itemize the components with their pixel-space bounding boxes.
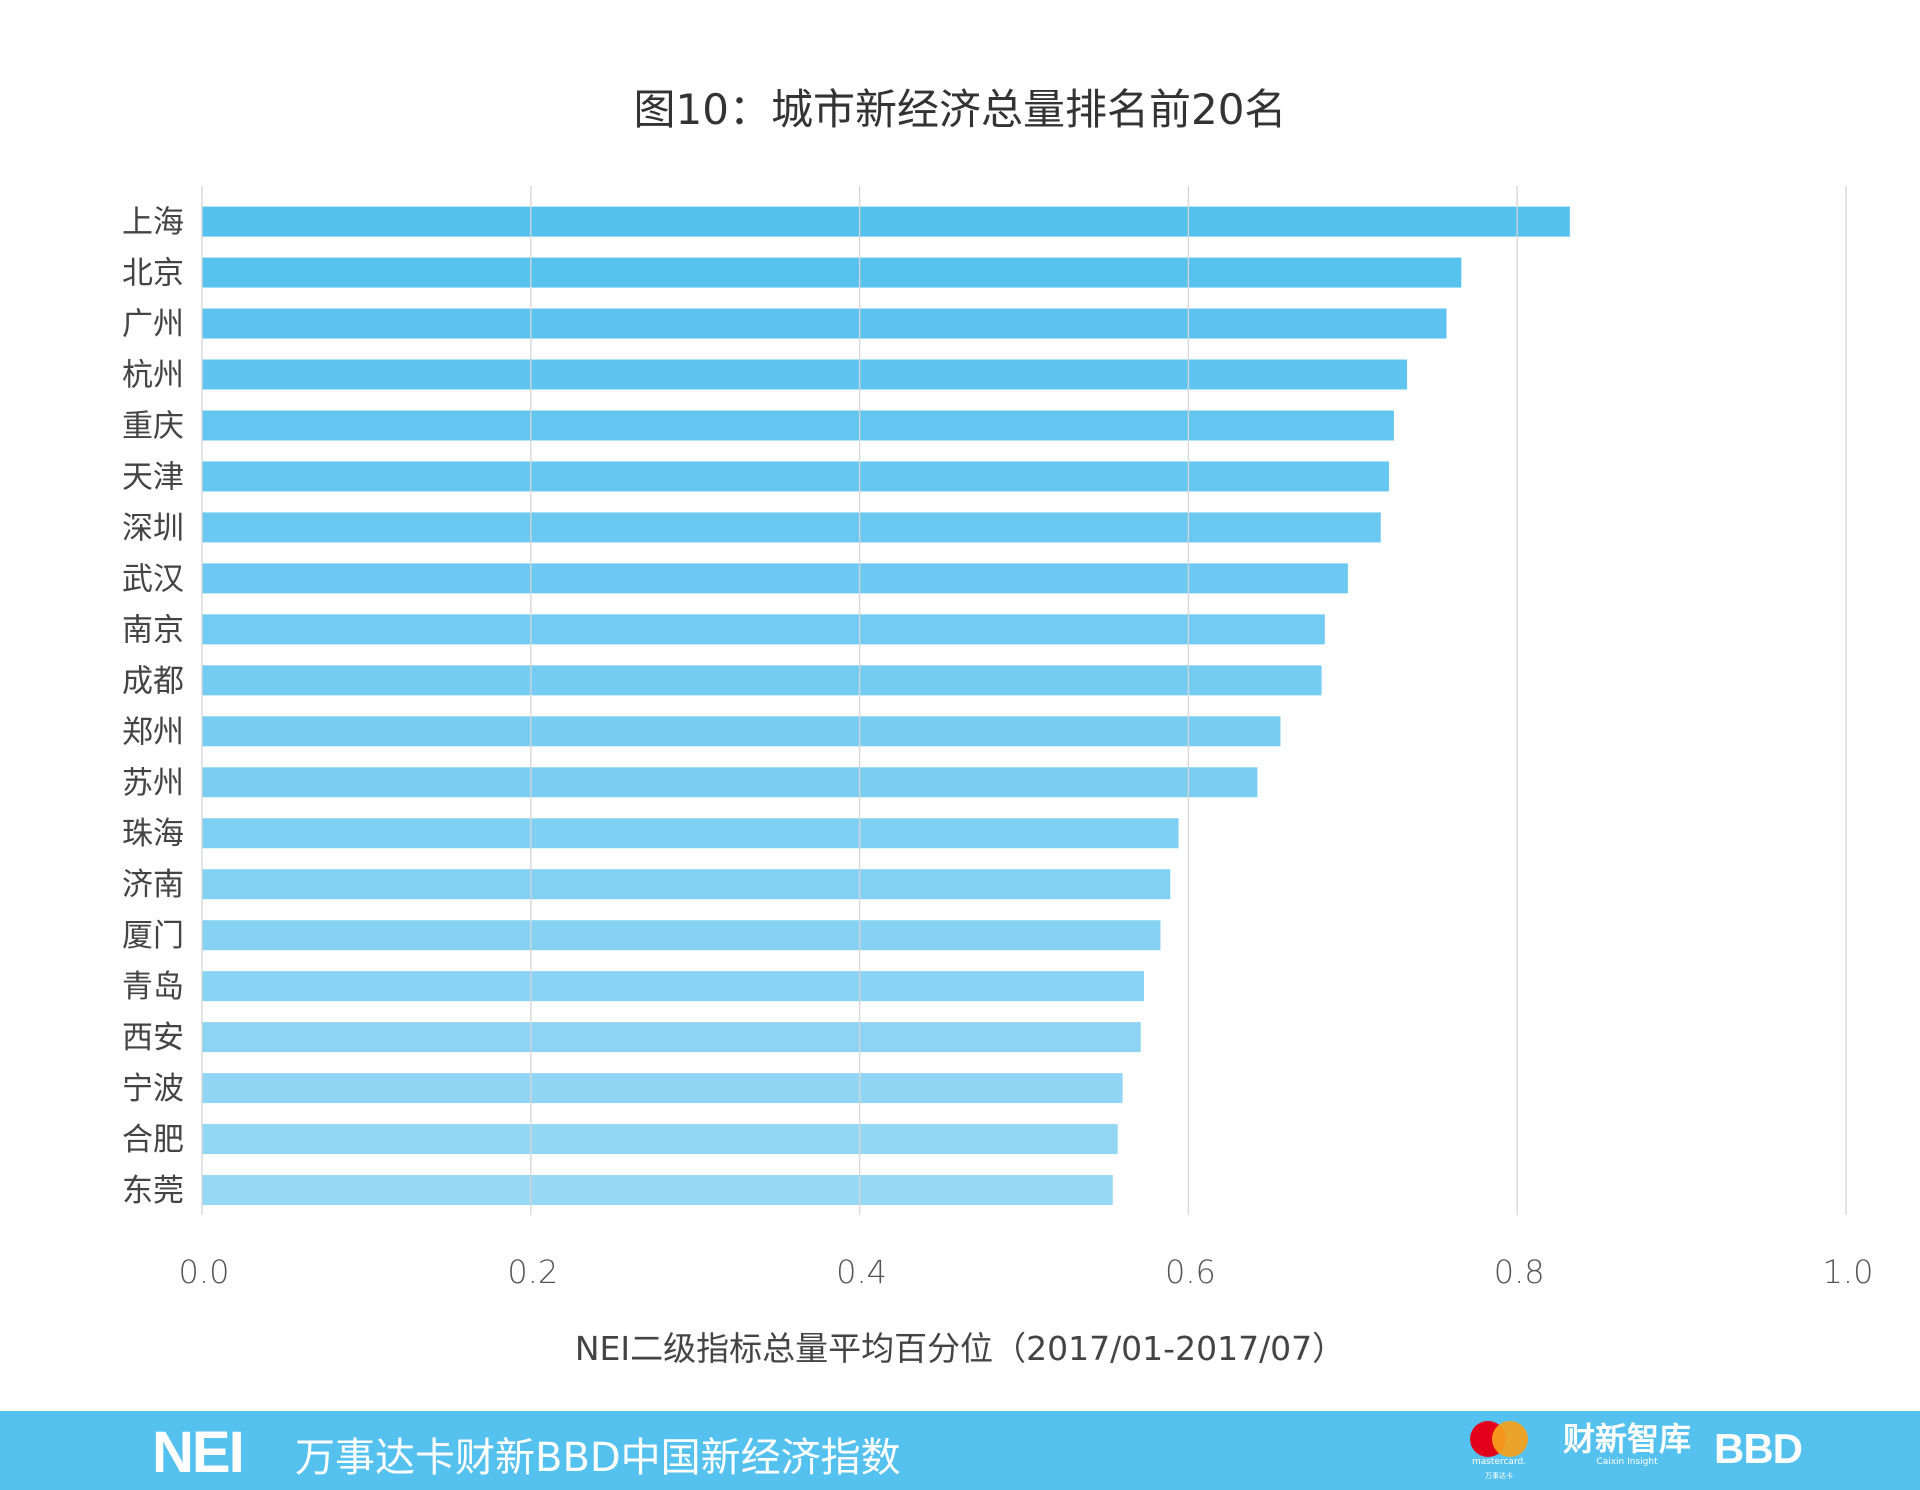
category-label: 杭州 [122,358,184,394]
x-tick-label: 0.8 [1494,1253,1545,1291]
x-axis-label: NEI二级指标总量平均百分位（2017/01-2017/07） [574,1329,1346,1368]
x-tick-label: 0.2 [507,1253,558,1291]
category-label: 南京 [122,612,184,648]
x-tick-label: 0.0 [179,1253,230,1291]
bar [202,461,1389,492]
bar-chart: 上海北京广州杭州重庆天津深圳武汉南京成都郑州苏州珠海济南厦门青岛西安宁波合肥东莞… [122,186,1874,1291]
bar [202,716,1281,747]
bbd-logo: BBD [1714,1425,1803,1472]
x-tick-label: 0.6 [1165,1253,1216,1291]
category-label: 深圳 [122,510,184,546]
category-label: 郑州 [122,714,184,750]
nei-logo: NEI [152,1420,245,1485]
footer-slogan: 万事达卡财新BBD中国新经济指数 [295,1435,901,1481]
category-label: 成都 [122,663,184,699]
chart-title: 图10：城市新经济总量排名前20名 [633,85,1287,134]
bar [202,563,1348,594]
bar [202,1022,1141,1053]
bar [202,1124,1118,1155]
caixin-insight-logo: 财新智库 Caixin Insight [1563,1420,1692,1467]
bar [202,410,1394,441]
category-label: 宁波 [122,1071,184,1107]
bar [202,1175,1113,1206]
bar [202,206,1570,237]
category-label: 西安 [122,1020,184,1056]
category-label: 东莞 [122,1173,184,1209]
category-label: 青岛 [122,969,184,1005]
category-label: 济南 [122,867,184,903]
category-label: 珠海 [122,816,184,852]
category-label: 苏州 [122,765,184,801]
bar [202,818,1179,849]
category-label: 广州 [122,307,184,343]
bar [202,767,1258,798]
category-label: 厦门 [122,918,184,954]
mastercard-logo: mastercard. 万事达卡 [1468,1421,1530,1483]
category-label: 北京 [122,256,184,292]
x-tick-label: 1.0 [1823,1253,1874,1291]
bar [202,920,1161,951]
category-label: 上海 [122,205,184,241]
footer-banner: NEI 万事达卡财新BBD中国新经济指数 mastercard. 万事达卡 财新… [0,1411,1920,1490]
bar [202,869,1171,900]
bar [202,257,1462,288]
bar [202,665,1322,696]
category-label: 重庆 [122,408,184,444]
bar [202,1073,1123,1104]
bar [202,512,1381,543]
category-label: 合肥 [122,1122,184,1158]
bar [202,308,1447,339]
x-tick-label: 0.4 [836,1253,887,1291]
bar [202,971,1145,1002]
bar [202,359,1408,390]
category-label: 武汉 [122,561,184,597]
category-label: 天津 [122,459,184,495]
bar [202,614,1325,645]
